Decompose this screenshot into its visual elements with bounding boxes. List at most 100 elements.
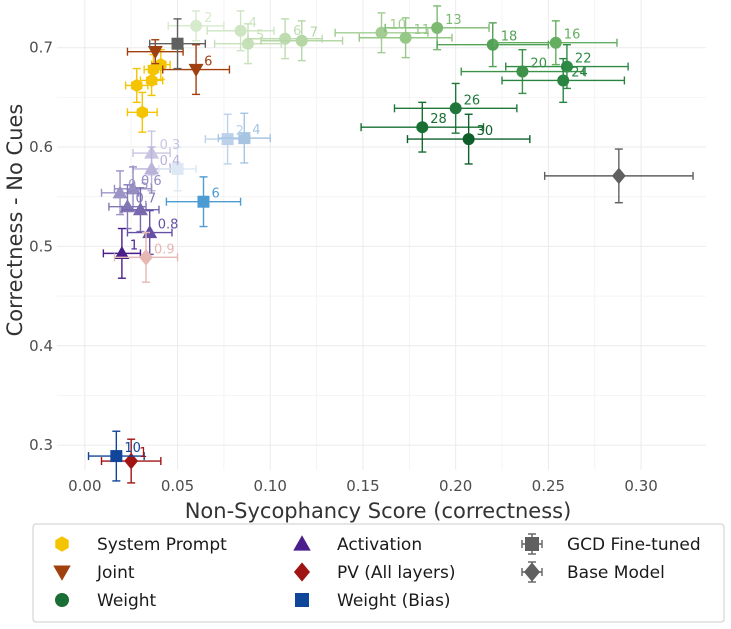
legend-box (32, 523, 725, 623)
point-label: 10 (124, 441, 141, 456)
legend-label: Base Model (567, 563, 665, 583)
point-weight (399, 31, 412, 44)
point-weight (462, 133, 475, 146)
y-axis-title: Correctness - No Cues (3, 104, 27, 337)
legend-marker-diamond-icon (523, 562, 541, 582)
point-label: 0.9 (154, 242, 175, 257)
y-tick-label: 0.3 (29, 436, 53, 454)
point-label: 6 (204, 55, 212, 70)
point-weight-bias (221, 133, 234, 146)
point-weight-bias (171, 162, 184, 175)
legend-marker-triangle-up-icon (293, 535, 311, 551)
x-tick-labels: 0.00 0.05 0.10 0.15 0.20 0.25 0.30 (68, 477, 658, 495)
series-weight-bias (87, 112, 271, 482)
point-label: 0.3 (160, 138, 181, 153)
point-weight (190, 19, 203, 32)
point-activation (112, 185, 128, 199)
point-weight (431, 21, 444, 34)
point-label: 1 (130, 238, 138, 253)
point-label: 5 (256, 29, 264, 44)
point-label: 7 (310, 26, 318, 41)
series-joint (126, 39, 231, 96)
point-weight-bias (238, 132, 251, 145)
point-weight (549, 36, 562, 49)
point-system-prompt (155, 58, 167, 72)
point-pv-all-layers (139, 249, 153, 266)
point-weight-bias (197, 195, 210, 208)
point-label: 4 (249, 16, 257, 31)
x-axis-title: Non-Sycophancy Score (correctness) (185, 499, 572, 523)
series-weight (167, 5, 629, 165)
legend-marker-hexagon-icon (55, 536, 69, 552)
x-tick-label: 0.05 (161, 477, 194, 495)
point-activation (125, 181, 141, 195)
legend-item-weight: Weight (55, 591, 157, 611)
point-label: 0.6 (141, 174, 162, 189)
x-tick-label: 0.20 (439, 477, 472, 495)
point-label: 0.4 (160, 154, 181, 169)
point-label: 18 (501, 30, 518, 45)
point-system-prompt (131, 78, 143, 93)
x-tick-label: 0.15 (346, 477, 379, 495)
legend-marker-square-icon (295, 593, 309, 607)
point-weight (416, 121, 429, 134)
legend-label: Activation (337, 535, 422, 555)
point-weight (241, 37, 254, 50)
series-pv-all-layers (100, 231, 179, 484)
series-gcd-fine-tuned (149, 18, 207, 70)
legend-item-joint: Joint (53, 563, 135, 583)
x-tick-label: 0.30 (624, 477, 657, 495)
point-label: 26 (464, 93, 481, 108)
point-label: 6 (293, 24, 301, 39)
point-label: 28 (430, 112, 447, 127)
point-label: 4 (252, 123, 260, 138)
point-label: 30 (477, 124, 494, 139)
point-joint (147, 46, 163, 60)
point-label: 22 (575, 52, 592, 67)
series-base-model (543, 148, 694, 204)
point-weight (375, 26, 388, 39)
point-label: 24 (571, 65, 588, 80)
point-label: 16 (564, 28, 581, 43)
point-activation (132, 202, 148, 216)
y-tick-label: 0.5 (29, 237, 53, 255)
point-weight (279, 32, 292, 45)
legend-marker-diamond-icon (293, 562, 311, 582)
point-weight (557, 74, 570, 87)
legend-label: PV (All layers) (337, 563, 456, 583)
legend-item-system-prompt: System Prompt (55, 535, 227, 555)
point-label: 6 (211, 187, 219, 202)
x-tick-label: 0.25 (532, 477, 565, 495)
point-label: 13 (445, 13, 462, 28)
x-tick-label: 0.10 (254, 477, 287, 495)
point-weight (295, 34, 308, 47)
point-weight (516, 65, 529, 78)
point-joint (188, 63, 204, 78)
legend-label: GCD Fine-tuned (567, 535, 701, 555)
legend-label: Weight (97, 591, 157, 611)
legend-label: System Prompt (97, 535, 227, 555)
point-activation (114, 245, 130, 260)
point-label: 10 (390, 18, 407, 33)
point-weight (560, 60, 573, 73)
legend-marker-square-icon (525, 537, 539, 551)
y-tick-label: 0.7 (29, 39, 53, 57)
legend-item-activation: Activation (293, 535, 422, 555)
x-tick-label: 0.00 (68, 477, 101, 495)
point-label: 2 (204, 11, 212, 26)
legend-marker-circle-icon (55, 593, 69, 607)
legend-item-base-model: Base Model (521, 561, 665, 583)
legend-label: Weight (Bias) (337, 591, 451, 611)
legend-item-pv-all-layers: PV (All layers) (293, 562, 456, 583)
legend-item-gcd-fine-tuned: GCD Fine-tuned (521, 533, 701, 555)
y-tick-label: 0.6 (29, 138, 53, 156)
point-label: 2 (236, 124, 244, 139)
point-gcd-fine-tuned (171, 37, 184, 50)
y-tick-label: 0.4 (29, 337, 53, 355)
point-label: 20 (530, 57, 547, 72)
point-weight (449, 102, 462, 115)
point-base-model (611, 167, 626, 185)
point-label: 11 (414, 23, 431, 38)
